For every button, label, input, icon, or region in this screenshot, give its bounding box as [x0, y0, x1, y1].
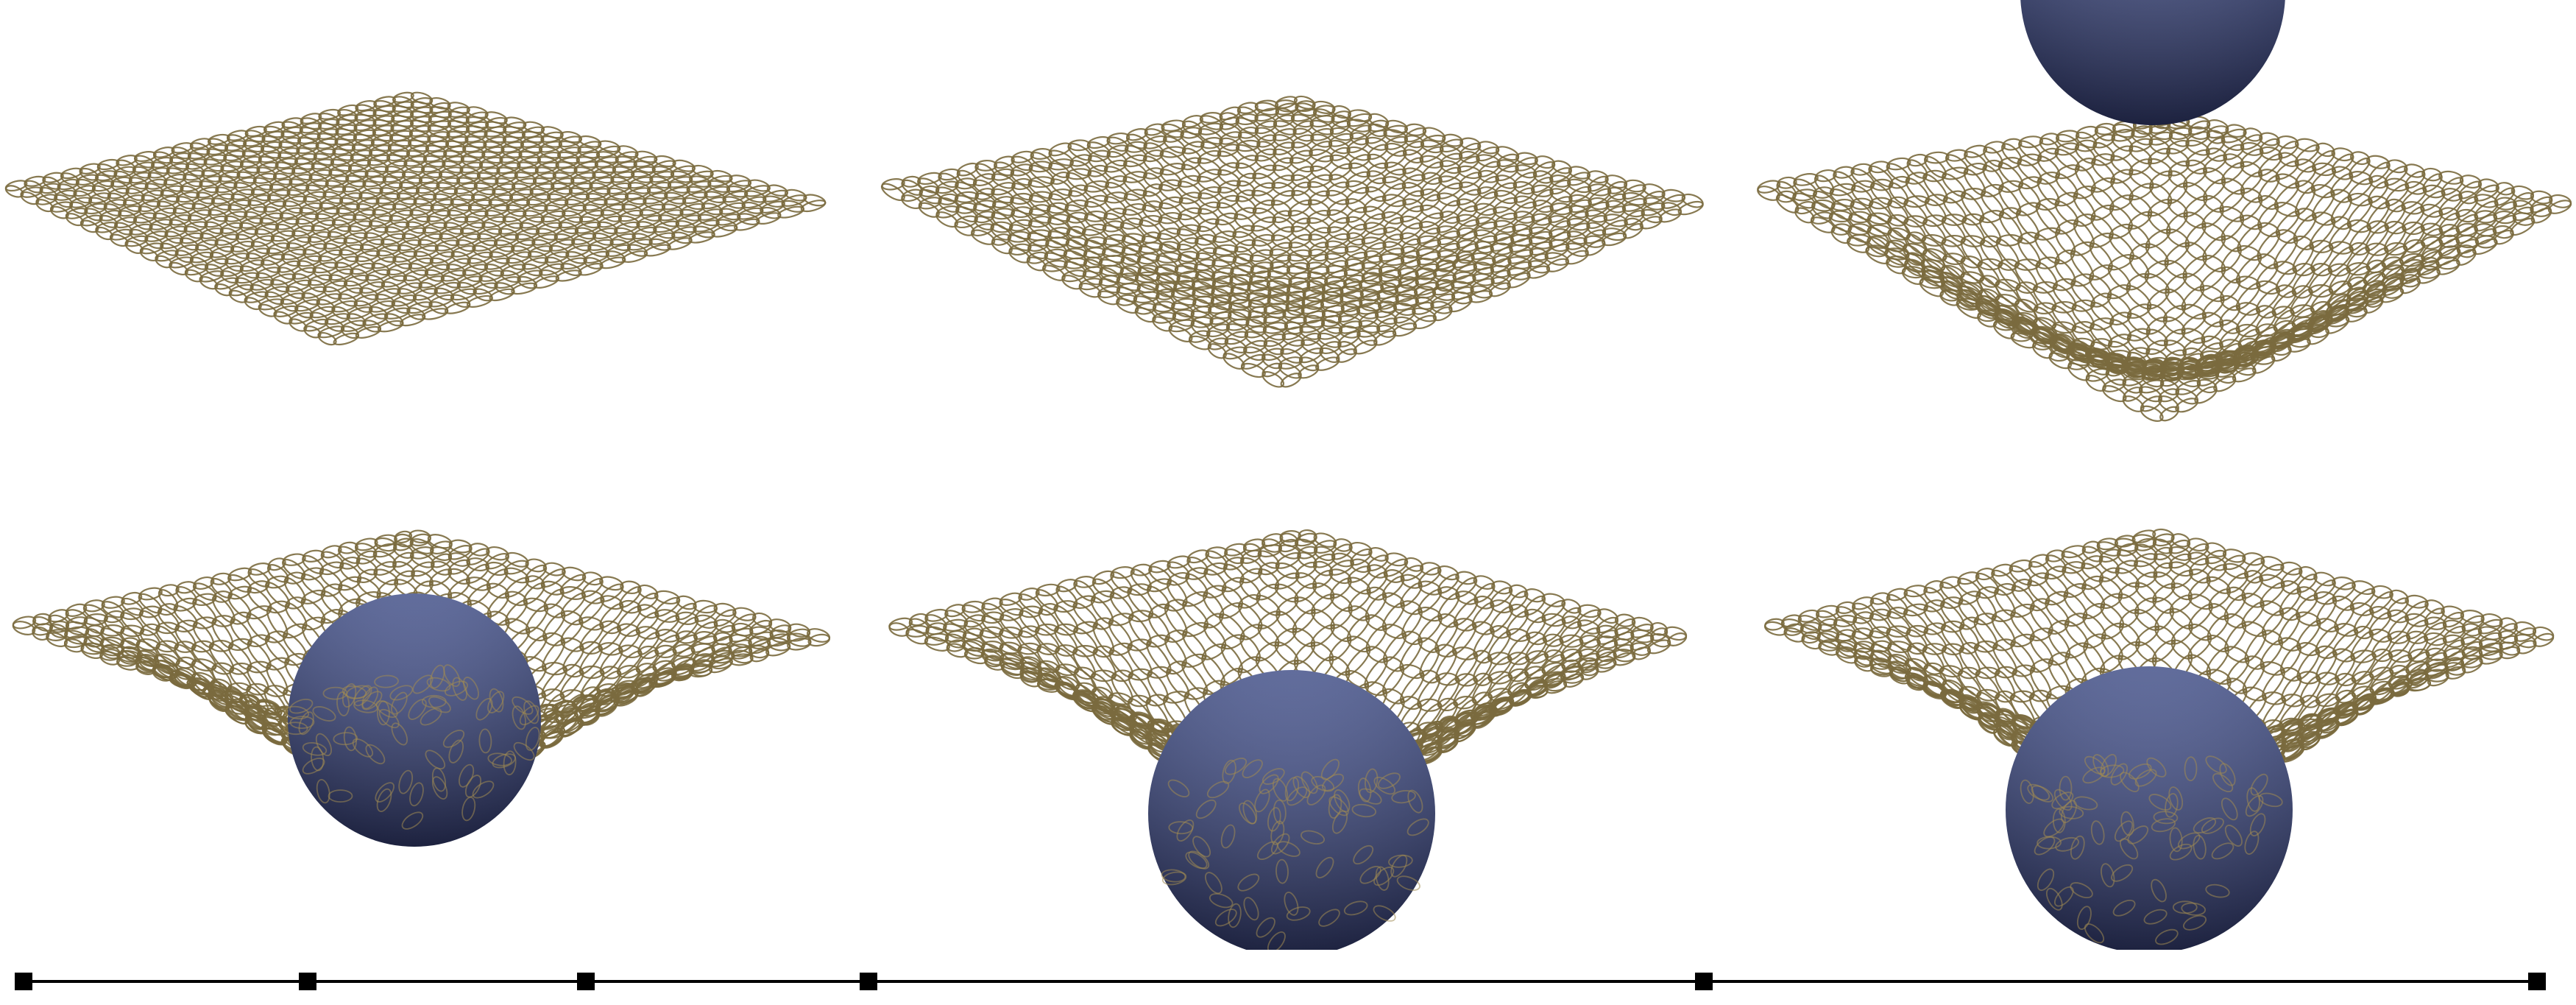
timeline	[15, 973, 2546, 990]
sphere	[1148, 670, 1435, 950]
timeline-marker	[577, 973, 595, 990]
net-layer	[4, 0, 2572, 950]
frame-5-sphere-deep	[888, 529, 1688, 950]
chain-overlay	[283, 664, 540, 830]
sphere	[2006, 666, 2293, 950]
chain-overlay	[1161, 758, 1429, 950]
frame-1-flat-net	[4, 91, 827, 346]
timeline-marker	[2528, 973, 2546, 990]
sphere	[2020, 0, 2285, 125]
timeline-marker	[860, 973, 877, 990]
frame-6-sphere-rest	[1763, 528, 2555, 950]
timeline-marker	[15, 973, 32, 990]
sphere	[283, 593, 541, 847]
chain-net	[1757, 113, 2572, 422]
frame-2-net-settling	[880, 95, 1704, 388]
timeline-marker	[299, 973, 316, 990]
chain-overlay	[2020, 753, 2283, 945]
chain-net	[4, 91, 827, 346]
timeline-marker	[1695, 973, 1713, 990]
frame-3-sphere-falling	[1757, 0, 2572, 422]
frame-4-sphere-contact	[12, 529, 831, 847]
chain-net	[880, 95, 1704, 388]
